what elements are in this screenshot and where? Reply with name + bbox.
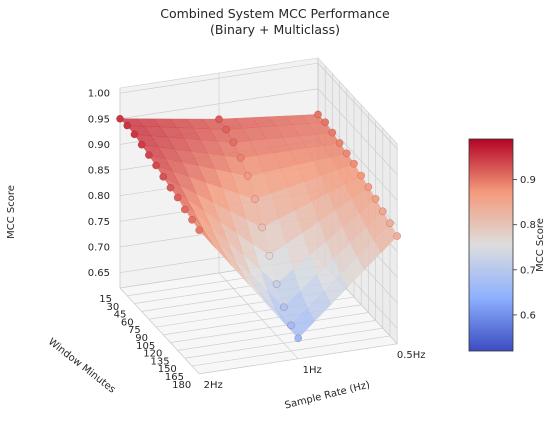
data-point [236, 154, 245, 162]
data-point [357, 171, 366, 180]
z-grid-side [317, 114, 398, 201]
data-point [364, 183, 373, 191]
x-axis-label: Sample Rate (Hz) [284, 380, 372, 412]
colorbar: 0.6 0.7 0.8 0.9 MCC Score [468, 138, 546, 352]
z-tick-label: 0.70 [88, 242, 110, 253]
data-point [180, 205, 189, 214]
data-point [350, 159, 358, 168]
colorbar-tick-label: 0.6 [520, 310, 536, 321]
y-axis-label: Window Minutes [46, 336, 117, 395]
x-tick-label: 1Hz [303, 365, 322, 376]
data-point [188, 215, 196, 224]
z-tick-label: 0.90 [88, 140, 110, 151]
y-tick-label: 120 [143, 349, 162, 360]
data-point [328, 128, 337, 137]
z-tick-label: 0.65 [88, 268, 110, 279]
y-tick-label: 30 [106, 302, 119, 313]
y-tick-label: 135 [151, 356, 170, 367]
z-grid-side [317, 88, 398, 175]
y-tick-label: 165 [165, 372, 184, 383]
data-point [215, 115, 223, 124]
data-point [144, 151, 153, 159]
z-tick-label: 0.85 [88, 166, 110, 177]
z-tick-label: 1.00 [88, 89, 110, 100]
axis-ticks: 0.65 0.70 0.75 0.80 0.85 0.90 0.95 1.00 15304560… [88, 89, 426, 391]
z-tick-label: 0.75 [88, 217, 110, 228]
data-point [152, 161, 160, 170]
y-tick-label: 90 [135, 333, 148, 344]
data-point [258, 223, 267, 232]
colorbar-gradient [468, 138, 514, 352]
data-point [116, 114, 124, 123]
data-point [342, 149, 351, 158]
data-point [321, 118, 330, 127]
z-tick-label: 0.95 [88, 114, 110, 125]
data-point [314, 110, 322, 119]
z-axis-label: MCC Score [6, 185, 17, 239]
u-grid-floor [119, 287, 200, 375]
y-tick-label: 60 [121, 317, 134, 328]
data-point [335, 139, 344, 147]
data-point [195, 226, 204, 235]
data-point [287, 321, 295, 330]
y-tick-label: 150 [158, 364, 177, 375]
colorbar-tick-label: 0.7 [520, 265, 536, 276]
data-point [371, 195, 380, 203]
data-point [222, 125, 231, 134]
data-point [393, 232, 402, 240]
x-tick-label: 0.5Hz [397, 350, 426, 361]
colorbar-tick-label: 0.9 [520, 175, 536, 186]
data-point [251, 195, 259, 204]
data-point [123, 121, 132, 130]
y-tick-label: 180 [172, 380, 191, 391]
x-tick-label: 2Hz [204, 380, 223, 391]
data-point [279, 303, 288, 312]
data-point [229, 138, 238, 147]
y-tick-label: 75 [128, 325, 141, 336]
chart-title: Combined System MCC Performance [160, 6, 390, 21]
data-point [166, 183, 175, 192]
y-tick-label: 105 [136, 341, 155, 352]
mcc-surface [119, 114, 398, 339]
y-tick-label: 45 [114, 310, 127, 321]
colorbar-tick-label: 0.8 [520, 220, 536, 231]
data-point [265, 251, 274, 260]
data-point [137, 140, 146, 149]
data-points [116, 110, 402, 343]
data-point [130, 130, 139, 139]
colorbar-label: MCC Score [535, 218, 546, 272]
chart-subtitle: (Binary + Multiclass) [210, 22, 340, 37]
data-point [386, 219, 394, 228]
data-point [159, 173, 168, 181]
data-point [378, 207, 387, 216]
data-point [294, 334, 303, 343]
u-grid-floor [218, 272, 299, 360]
data-point [243, 172, 252, 180]
y-tick-label: 15 [99, 294, 112, 305]
data-point [173, 193, 182, 202]
z-tick-label: 0.80 [88, 191, 110, 202]
data-point [272, 280, 281, 288]
z-grid-side [317, 62, 398, 150]
